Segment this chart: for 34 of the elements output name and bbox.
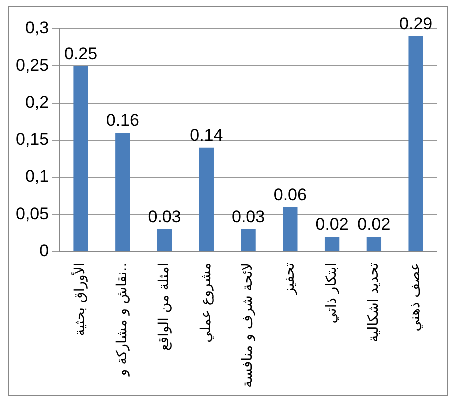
data-label: 0.29 — [400, 14, 433, 34]
data-label: 0.03 — [232, 208, 266, 227]
x-tick-label: مشروع عملي — [198, 262, 214, 343]
bar — [74, 66, 88, 252]
y-tick-label: 0,1 — [25, 167, 50, 186]
y-tick-label: 0,15 — [16, 130, 50, 150]
bar — [241, 230, 256, 252]
data-label: 0.25 — [64, 44, 98, 64]
data-label: 0.03 — [148, 208, 182, 227]
y-tick-label: 0,3 — [25, 18, 50, 38]
bar — [408, 36, 424, 252]
y-tick-label: 0 — [40, 242, 50, 261]
y-tick-label: 0,2 — [25, 92, 50, 112]
y-tick-label: 0,05 — [16, 204, 50, 224]
x-tick-label: ابتكار ذاتي — [324, 262, 340, 324]
data-label: 0.16 — [106, 111, 140, 130]
bar — [116, 132, 130, 252]
bar — [366, 236, 382, 252]
bar — [283, 207, 298, 252]
x-tick-label: الأوراق بحثية — [70, 262, 89, 336]
data-label: 0.02 — [316, 215, 349, 234]
x-tick-label: امثلة من الواقع — [156, 262, 172, 352]
bar — [324, 236, 340, 252]
x-tick-label: نقاش و مشاركة و.. — [114, 262, 131, 378]
bar — [199, 148, 214, 252]
bar — [157, 230, 172, 252]
x-tick-label: تحفيز — [282, 262, 298, 296]
x-tick-label: تحديد اشكالية — [366, 262, 382, 342]
data-label: 0.14 — [190, 126, 224, 146]
y-tick-label: 0,25 — [16, 56, 50, 75]
x-tick-label: لائحة شرف و منافسة — [240, 262, 256, 388]
data-label: 0.06 — [274, 185, 307, 204]
data-label: 0.02 — [358, 215, 391, 234]
x-tick-label: عصف ذهني — [408, 262, 424, 332]
